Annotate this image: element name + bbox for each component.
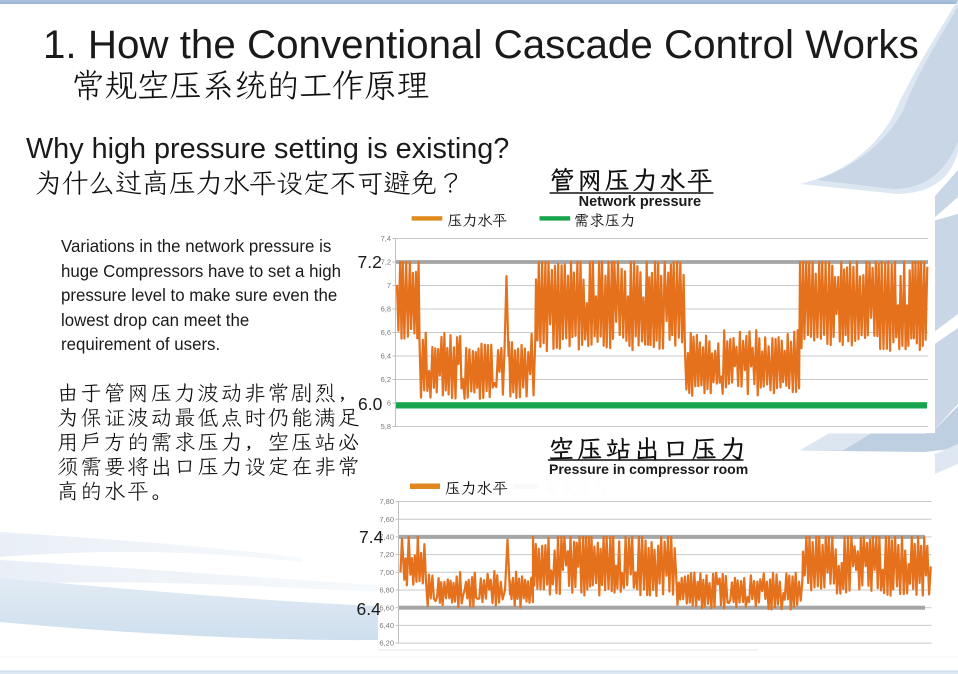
- svg-text:7,00: 7,00: [379, 568, 394, 577]
- svg-text:6,80: 6,80: [379, 586, 394, 595]
- svg-text:7,40: 7,40: [379, 533, 394, 542]
- svg-text:5,8: 5,8: [381, 422, 391, 431]
- svg-text:7: 7: [387, 281, 391, 290]
- svg-text:6: 6: [387, 399, 391, 408]
- svg-text:7,4: 7,4: [381, 234, 391, 243]
- svg-text:7,60: 7,60: [379, 515, 394, 524]
- svg-text:6,4: 6,4: [381, 352, 391, 361]
- svg-text:6,8: 6,8: [381, 305, 391, 314]
- svg-text:6,20: 6,20: [379, 639, 394, 648]
- svg-text:7,20: 7,20: [379, 550, 394, 559]
- svg-text:6,2: 6,2: [381, 375, 391, 384]
- svg-text:7,80: 7,80: [379, 497, 394, 506]
- svg-text:6,6: 6,6: [381, 328, 391, 337]
- svg-text:6,60: 6,60: [379, 603, 394, 612]
- svg-text:7,2: 7,2: [381, 258, 391, 267]
- svg-text:6,40: 6,40: [379, 621, 394, 630]
